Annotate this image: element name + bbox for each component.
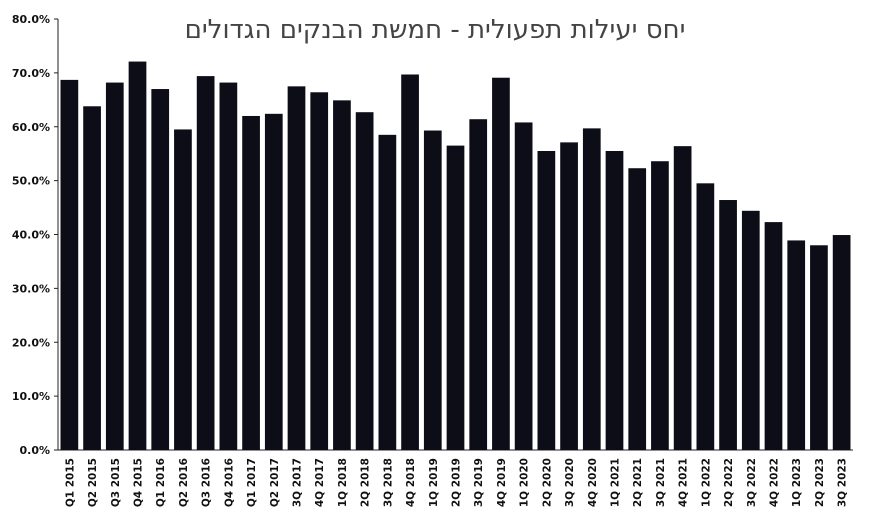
y-tick-label: 40.0% <box>12 229 50 242</box>
x-tick-label: 2Q 2022 <box>723 458 735 507</box>
x-tick-label: 1Q 2021 <box>610 458 622 507</box>
x-tick-label: Q3 2016 <box>201 458 213 507</box>
bar <box>423 130 442 450</box>
x-tick-label: 4Q 2018 <box>405 458 417 507</box>
x-tick-label: 1Q 2023 <box>791 458 803 507</box>
x-tick-label: 4Q 2017 <box>314 458 326 507</box>
x-tick-label: 3Q 2019 <box>473 458 485 507</box>
x-tick-label: Q1 2015 <box>64 458 76 507</box>
x-tick-label: Q1 2016 <box>155 458 167 507</box>
bar <box>219 82 238 450</box>
bar <box>310 92 329 451</box>
bar <box>764 222 783 450</box>
y-tick-label: 80.0% <box>12 13 50 26</box>
y-tick-label: 10.0% <box>12 390 50 403</box>
bar <box>560 142 578 450</box>
x-tick-label: Q1 2017 <box>246 458 258 507</box>
bar <box>174 129 192 450</box>
x-tick-label: 3Q 2023 <box>837 458 849 507</box>
x-tick-label: 1Q 2018 <box>337 458 349 507</box>
x-tick-label: 4Q 2022 <box>769 458 781 507</box>
y-tick-label: 50.0% <box>12 175 50 188</box>
x-tick-label: 1Q 2022 <box>700 458 712 507</box>
bar <box>810 245 828 450</box>
x-tick-label: 2Q 2020 <box>541 458 553 507</box>
bar <box>401 74 419 451</box>
bar <box>105 82 124 450</box>
chart-title: יחס יעילות תפעולית - חמשת הבנקים הגדולים <box>185 15 686 45</box>
x-tick-label: Q2 2015 <box>87 458 99 507</box>
y-tick-label: 70.0% <box>12 67 50 80</box>
x-tick-label: Q3 2015 <box>110 458 122 507</box>
y-tick-label: 20.0% <box>12 336 50 349</box>
x-tick-label: 2Q 2018 <box>360 458 372 507</box>
bar <box>60 79 79 450</box>
bar <box>582 128 601 450</box>
bar <box>787 240 806 450</box>
y-tick-label: 60.0% <box>12 121 50 134</box>
bar <box>287 86 306 450</box>
x-tick-label: 3Q 2017 <box>292 458 304 507</box>
bars-group <box>60 61 851 451</box>
bar <box>492 77 510 450</box>
x-tick-label: Q4 2015 <box>133 458 145 507</box>
bar <box>446 145 465 451</box>
bar <box>832 235 851 450</box>
x-tick-label: 3Q 2020 <box>564 458 576 507</box>
bar <box>673 146 692 450</box>
x-tick-label: 4Q 2020 <box>587 458 599 507</box>
x-tick-label: 3Q 2022 <box>746 458 758 507</box>
bar <box>378 134 397 450</box>
bar <box>628 168 647 451</box>
x-tick-label: 4Q 2021 <box>678 458 690 507</box>
bar <box>242 115 260 450</box>
bar <box>719 200 737 450</box>
x-tick-label: 3Q 2021 <box>655 458 667 507</box>
bar <box>128 61 147 451</box>
bar <box>514 122 533 450</box>
bar <box>696 183 715 450</box>
bar <box>741 210 760 450</box>
x-tick-label: 4Q 2019 <box>496 458 508 507</box>
x-tick-label: Q2 2017 <box>269 458 281 507</box>
bar <box>333 100 351 450</box>
bar <box>355 112 374 450</box>
y-tick-label: 0.0% <box>19 444 50 457</box>
x-tick-label: 1Q 2020 <box>519 458 531 507</box>
bar <box>605 150 624 451</box>
x-tick-label: Q4 2016 <box>223 458 235 507</box>
x-tick-label: 2Q 2021 <box>632 458 644 507</box>
bar <box>83 106 101 450</box>
x-tick-label: 1Q 2019 <box>428 458 440 507</box>
x-tick-label: 2Q 2019 <box>451 458 463 507</box>
bar <box>264 113 283 450</box>
y-tick-label: 30.0% <box>12 282 50 295</box>
bar <box>469 119 488 451</box>
bar <box>651 161 669 451</box>
bar <box>151 89 170 450</box>
x-tick-label: 3Q 2018 <box>382 458 394 507</box>
x-tick-label: Q2 2016 <box>178 458 190 507</box>
x-axis-labels: Q1 2015 Q2 2015 Q3 2015 Q4 2015 Q1 2016 Q2 20… <box>64 458 848 507</box>
bar <box>537 150 556 451</box>
bar <box>196 76 215 451</box>
x-tick-label: 2Q 2023 <box>814 458 826 507</box>
